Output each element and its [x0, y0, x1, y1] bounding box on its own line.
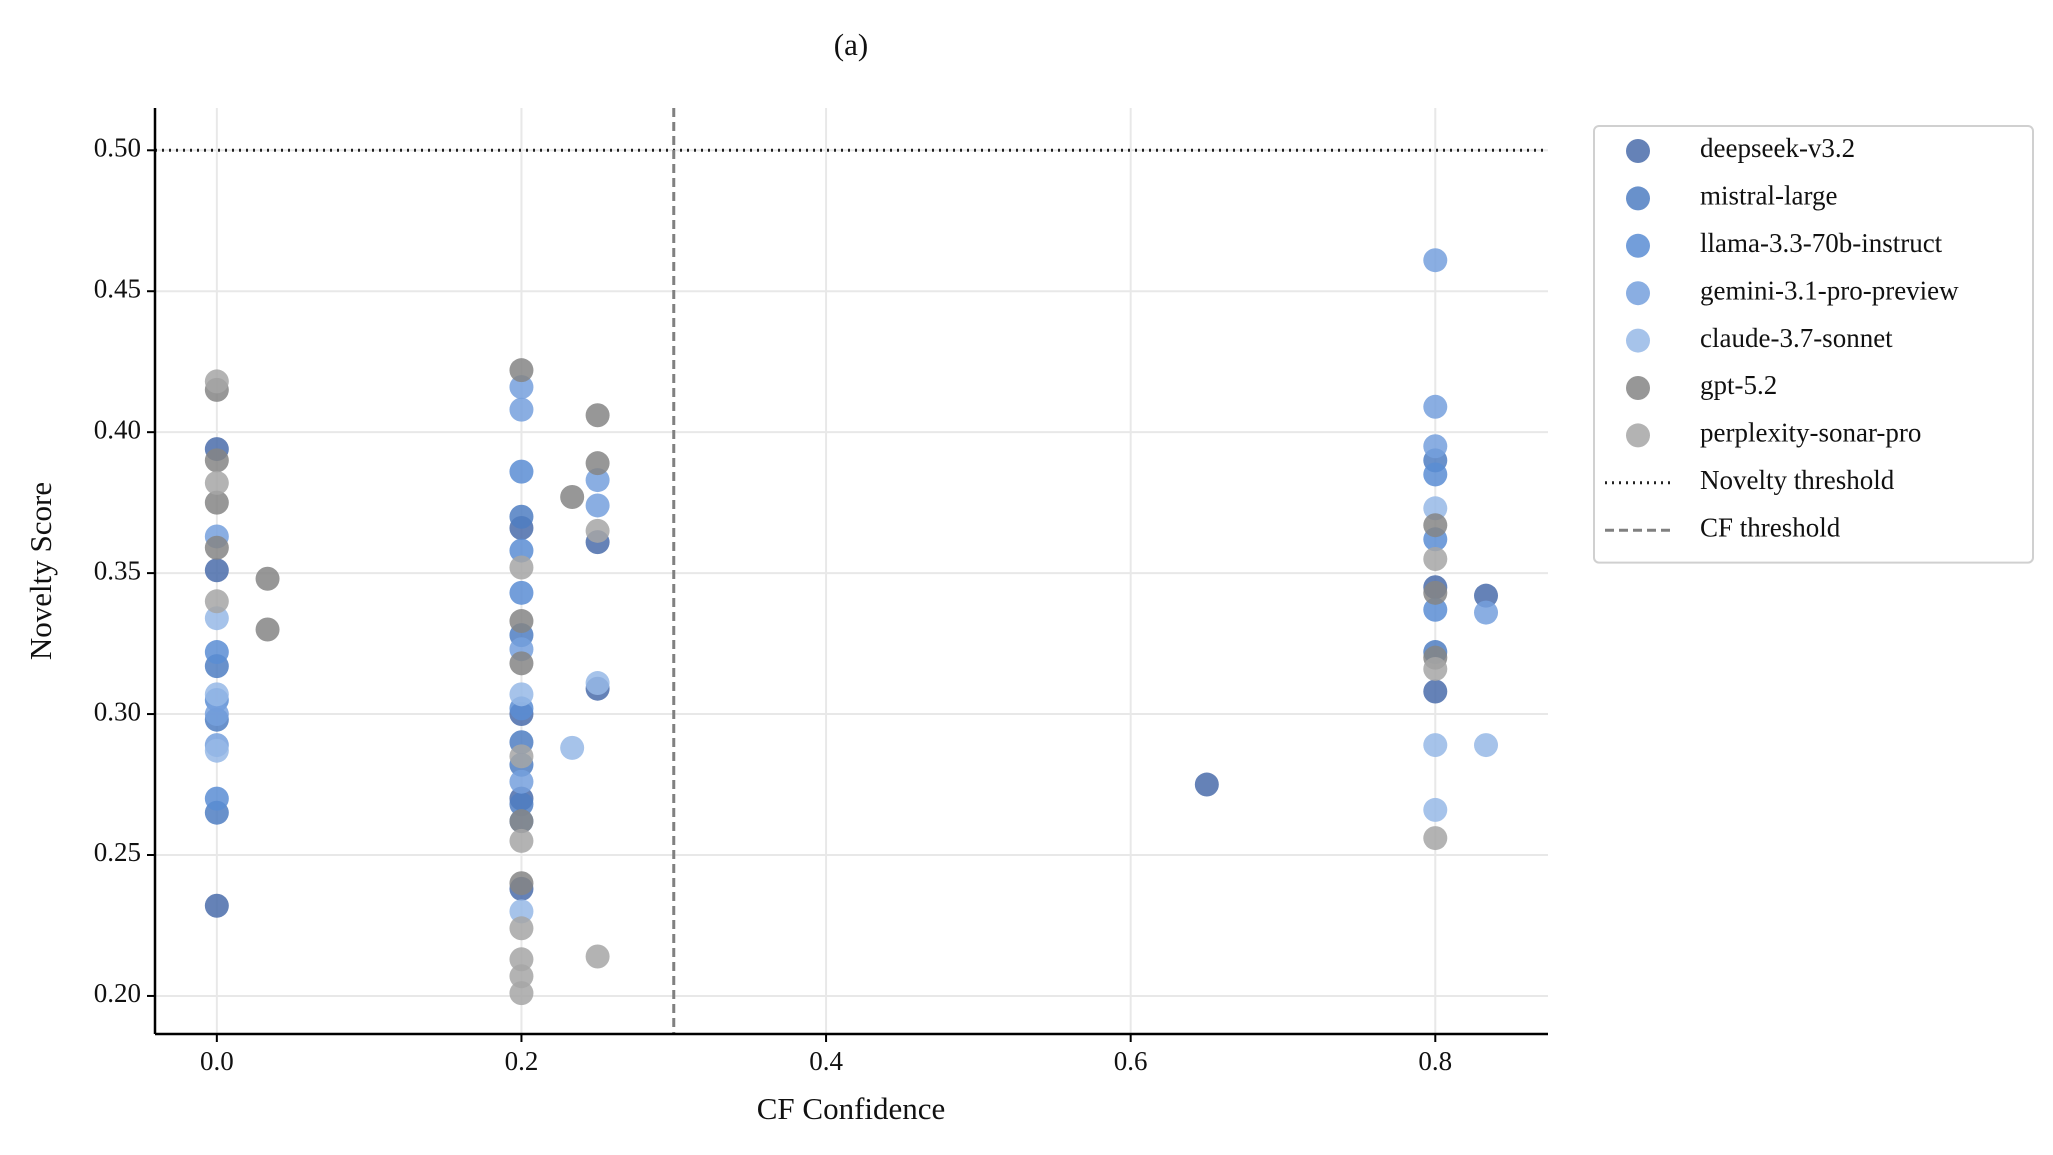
scatter-point [255, 566, 280, 591]
scatter-point [509, 555, 534, 580]
scatter-point [204, 448, 229, 473]
legend-label: claude-3.7-sonnet [1700, 323, 1893, 353]
scatter-point [509, 981, 534, 1006]
scatter-point [585, 944, 610, 969]
legend-label: llama-3.3-70b-instruct [1700, 228, 1943, 258]
scatter-point [509, 651, 534, 676]
scatter-point [1423, 597, 1448, 622]
legend-label: perplexity-sonar-pro [1700, 418, 1921, 448]
scatter-point [509, 769, 534, 794]
scatter-point [204, 369, 229, 394]
x-tick-label: 0.4 [809, 1046, 843, 1076]
scatter-point [1474, 733, 1499, 758]
scatter-point [1423, 826, 1448, 851]
scatter-point [509, 682, 534, 707]
scatter-point [509, 947, 534, 972]
x-tick-label: 0.2 [505, 1046, 539, 1076]
scatter-point [1423, 797, 1448, 822]
scatter-point [204, 606, 229, 631]
scatter-point [509, 964, 534, 989]
legend-marker [1626, 186, 1650, 211]
scatter-point [1474, 583, 1499, 608]
scatter-point [509, 871, 534, 896]
scatter-point [509, 744, 534, 769]
scatter-point [585, 403, 610, 428]
scatter-point [585, 493, 610, 518]
y-axis-label: Novelty Score [23, 482, 58, 660]
y-tick-label: 0.45 [94, 273, 141, 303]
scatter-point [1423, 580, 1448, 605]
scatter-point [509, 538, 534, 563]
scatter-point [509, 899, 534, 924]
scatter-point [509, 792, 534, 817]
scatter-point [1423, 434, 1448, 459]
y-tick-label: 0.25 [94, 837, 141, 867]
scatter-point [509, 609, 534, 634]
legend-box [1593, 125, 2034, 564]
scatter-point [1423, 496, 1448, 521]
scatter-point [1423, 733, 1448, 758]
scatter-point [204, 470, 229, 495]
scatter-point [585, 468, 610, 493]
scatter-point [255, 617, 280, 642]
scatter-point [1423, 547, 1448, 572]
legend-label: deepseek-v3.2 [1700, 133, 1855, 163]
x-tick-label: 0.0 [200, 1046, 234, 1076]
scatter-point [204, 640, 229, 665]
legend-label: gpt-5.2 [1700, 370, 1777, 400]
scatter-point [585, 518, 610, 543]
scatter-point [204, 738, 229, 763]
scatter-point [509, 809, 534, 834]
legend-marker [1626, 281, 1650, 306]
scatter-point [585, 671, 610, 696]
legend-marker [1626, 139, 1650, 163]
legend-marker [1626, 376, 1650, 400]
legend-marker [1626, 233, 1650, 258]
legend-marker [1626, 423, 1650, 448]
x-axis-label: CF Confidence [757, 1091, 946, 1126]
scatter-point [204, 490, 229, 515]
scatter-point [509, 916, 534, 941]
scatter-point [509, 358, 534, 383]
scatter-point [204, 589, 229, 614]
scatter-point [1194, 772, 1219, 797]
scatter-point [509, 375, 534, 400]
scatter-point [204, 682, 229, 707]
chart-title: (a) [834, 27, 868, 62]
scatter-point [560, 735, 585, 760]
scatter-point [509, 397, 534, 422]
scatter-point [204, 893, 229, 918]
x-tick-label: 0.6 [1114, 1046, 1148, 1076]
y-tick-label: 0.35 [94, 555, 141, 585]
scatter-point [1423, 513, 1448, 538]
scatter-point [1423, 462, 1448, 487]
scatter-point [509, 504, 534, 529]
y-tick-label: 0.30 [94, 696, 141, 726]
scatter-point [1423, 394, 1448, 419]
legend-label: gemini-3.1-pro-preview [1700, 275, 1959, 305]
scatter-point [560, 485, 585, 510]
y-tick-label: 0.40 [94, 414, 141, 444]
scatter-point [585, 451, 610, 476]
scatter-point [509, 459, 534, 484]
scatter-point [1423, 656, 1448, 681]
scatter-point [1474, 600, 1499, 625]
y-tick-label: 0.50 [94, 132, 141, 162]
scatter-point [204, 558, 229, 583]
scatter-point [204, 702, 229, 727]
legend-marker [1626, 328, 1650, 353]
scatter-point [509, 580, 534, 605]
y-tick-label: 0.20 [94, 978, 141, 1008]
x-tick-label: 0.8 [1418, 1046, 1452, 1076]
legend-label: Novelty threshold [1700, 465, 1895, 495]
scatter-point [1423, 248, 1448, 273]
scatter-point [509, 828, 534, 853]
scatter-point [204, 535, 229, 560]
legend-label: CF threshold [1700, 512, 1841, 542]
scatter-point [204, 786, 229, 811]
scatter-point [1423, 679, 1448, 704]
legend-label: mistral-large [1700, 181, 1837, 211]
